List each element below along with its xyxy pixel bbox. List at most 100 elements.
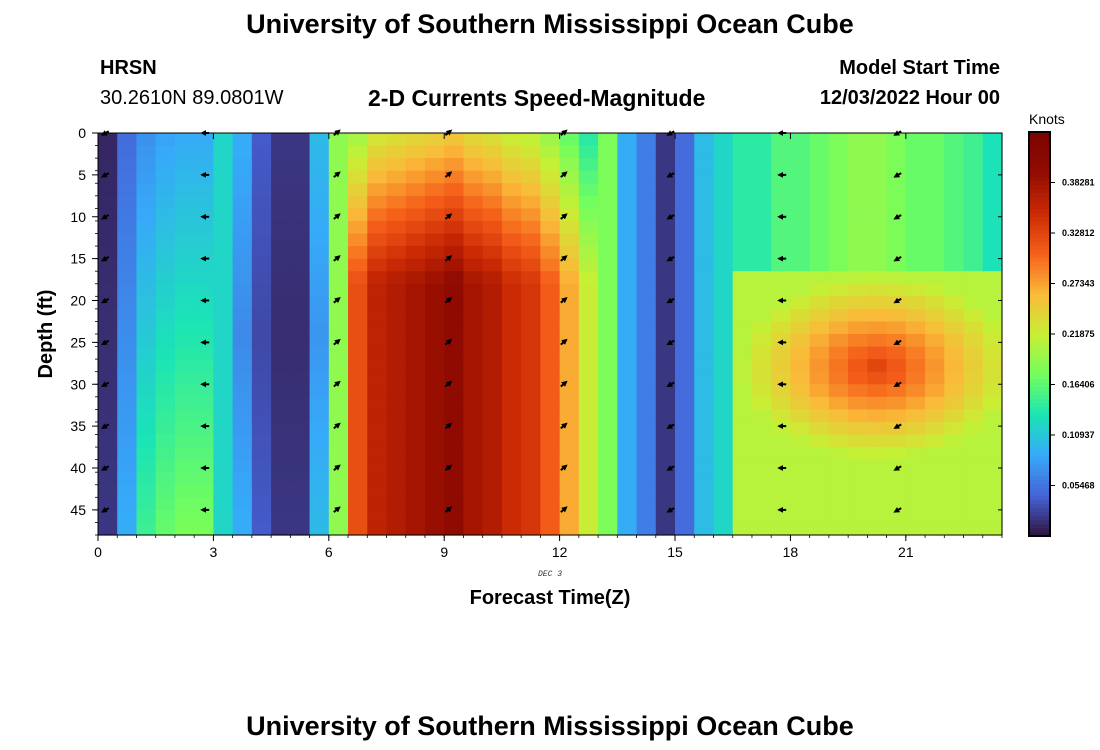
heatmap-cell: [155, 509, 176, 524]
current-vector-arrow: [560, 297, 568, 304]
heatmap-cell: [905, 195, 926, 209]
colorbar-segment: [1029, 354, 1050, 359]
heatmap-cell: [521, 246, 541, 260]
heatmap-cell: [521, 220, 541, 235]
heatmap-cell: [328, 522, 349, 536]
heatmap-cell: [694, 371, 715, 385]
heatmap-cell: [771, 195, 792, 209]
heatmap-cell: [386, 271, 407, 285]
heatmap-cell: [328, 384, 349, 398]
heatmap-cell: [559, 409, 580, 423]
heatmap-cell: [290, 484, 311, 498]
heatmap-cell: [636, 133, 657, 147]
heatmap-cell: [367, 359, 388, 373]
heatmap-cell: [290, 522, 311, 536]
heatmap-cell: [944, 246, 965, 260]
heatmap-cell: [925, 133, 945, 147]
heatmap-cell: [328, 283, 349, 297]
heatmap-cell: [540, 283, 561, 297]
heatmap-cell: [828, 271, 849, 285]
heatmap-cell: [617, 308, 638, 323]
heatmap-cell: [694, 447, 715, 461]
heatmap-cell: [751, 434, 772, 448]
heatmap-cell: [790, 447, 811, 461]
heatmap-cell: [521, 522, 541, 536]
heatmap-cell: [328, 195, 349, 209]
heatmap-cell: [232, 158, 253, 172]
heatmap-cell: [463, 459, 484, 473]
heatmap-cell: [848, 145, 868, 159]
heatmap-cell: [290, 359, 311, 373]
heatmap-cell: [925, 283, 945, 297]
heatmap-cell: [482, 509, 503, 524]
heatmap-cell: [636, 447, 657, 461]
heatmap-cell: [828, 183, 849, 197]
heatmap-cell: [213, 133, 234, 147]
heatmap-cell: [424, 195, 445, 209]
heatmap-cell: [290, 246, 311, 260]
heatmap-cell: [598, 346, 618, 360]
heatmap-cell: [578, 447, 599, 461]
heatmap-cell: [174, 434, 195, 448]
heatmap-cell: [867, 145, 888, 159]
current-vector-arrow: [560, 464, 568, 471]
heatmap-cell: [732, 447, 753, 461]
heatmap-cell: [790, 509, 811, 524]
heatmap-cell: [290, 195, 311, 209]
heatmap-cell: [482, 283, 503, 297]
heatmap-cell: [232, 283, 253, 297]
heatmap-cell: [194, 321, 214, 335]
heatmap-cell: [848, 447, 868, 461]
heatmap-cell: [751, 183, 772, 197]
heatmap-cell: [925, 497, 945, 511]
heatmap-cell: [867, 346, 888, 360]
heatmap-cell: [598, 421, 618, 436]
heatmap-cell: [848, 409, 868, 423]
heatmap-cell: [271, 522, 291, 536]
heatmap-cells: [98, 133, 1003, 536]
heatmap-cell: [367, 497, 388, 511]
heatmap-cell: [675, 396, 695, 410]
heatmap-cell: [309, 170, 330, 184]
heatmap-cell: [559, 271, 580, 285]
heatmap-cell: [867, 334, 888, 348]
heatmap-cell: [963, 396, 984, 410]
heatmap-cell: [194, 183, 214, 197]
heatmap-cell: [886, 522, 907, 536]
heatmap-cell: [309, 321, 330, 335]
heatmap-cell: [944, 484, 965, 498]
heatmap-cell: [386, 246, 407, 260]
heatmap-cell: [636, 158, 657, 172]
heatmap-cell: [174, 346, 195, 360]
heatmap-cell: [675, 208, 695, 222]
heatmap-cell: [675, 384, 695, 398]
heatmap-cell: [828, 384, 849, 398]
heatmap-cell: [713, 220, 734, 235]
heatmap-cell: [463, 409, 484, 423]
heatmap-cell: [98, 409, 118, 423]
heatmap-cell: [136, 409, 157, 423]
heatmap-cell: [174, 271, 195, 285]
heatmap-cell: [732, 484, 753, 498]
heatmap-cell: [867, 459, 888, 473]
heatmap-cell: [828, 409, 849, 423]
heatmap-cell: [117, 509, 138, 524]
heatmap-cell: [751, 371, 772, 385]
heatmap-cell: [559, 334, 580, 348]
colorbar-segment: [1029, 406, 1050, 412]
heatmap-cell: [771, 384, 792, 398]
heatmap-cell: [925, 346, 945, 360]
heatmap-cell: [444, 321, 465, 335]
heatmap-cell: [98, 509, 118, 524]
heatmap-cell: [251, 334, 272, 348]
heatmap-cell: [98, 133, 118, 147]
heatmap-cell: [328, 308, 349, 323]
heatmap-cell: [155, 484, 176, 498]
heatmap-cell: [636, 522, 657, 536]
heatmap-cell: [232, 321, 253, 335]
heatmap-cell: [386, 296, 407, 310]
heatmap-cell: [925, 334, 945, 348]
heatmap-cell: [713, 346, 734, 360]
colorbar-segment: [1029, 439, 1050, 444]
heatmap-cell: [348, 183, 368, 197]
